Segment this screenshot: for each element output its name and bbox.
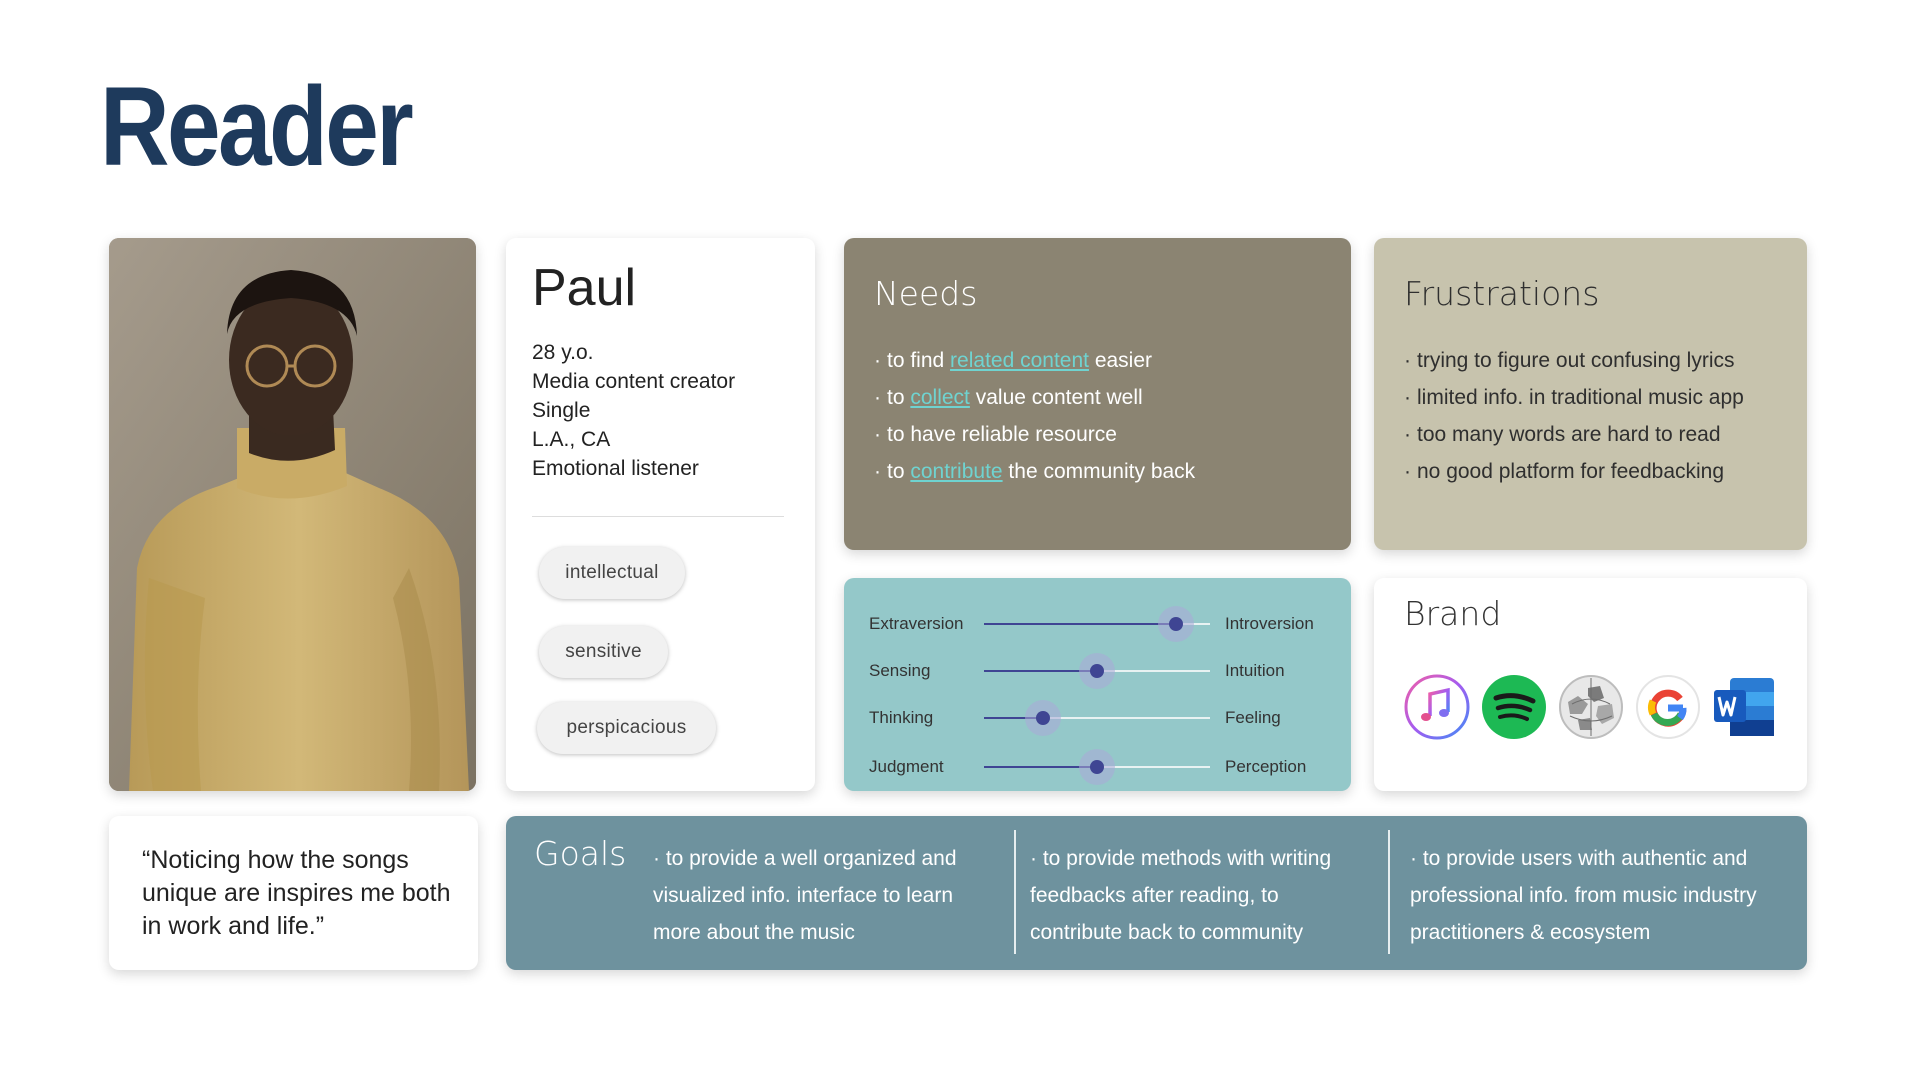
wikipedia-icon[interactable] <box>1558 674 1624 740</box>
trait-tag: sensitive <box>539 626 668 678</box>
trait-left-label: Thinking <box>869 708 934 727</box>
trait-right-label: Perception <box>1225 757 1307 776</box>
persona-photo <box>109 238 476 791</box>
profile-divider <box>532 516 784 517</box>
personality-row: Judgment Perception <box>844 749 1351 785</box>
needs-heading: Needs <box>874 274 978 313</box>
trait-right-label: Introversion <box>1225 614 1314 633</box>
quote-card: “Noticing how the songs unique are inspi… <box>109 816 478 970</box>
slider-fill <box>984 766 1097 768</box>
goals-heading: Goals <box>534 834 627 873</box>
needs-list: to find related content easier to collec… <box>874 342 1195 490</box>
goal-divider <box>1014 830 1016 954</box>
trait-left-label: Sensing <box>869 661 931 680</box>
trait-tag: intellectual <box>539 547 685 599</box>
personality-slider[interactable] <box>984 653 1210 689</box>
persona-illustration <box>109 238 476 791</box>
profile-card: Paul 28 y.o. Media content creator Singl… <box>506 238 815 791</box>
highlight-link[interactable]: related content <box>950 349 1089 372</box>
list-item: to collect value content well <box>874 379 1195 416</box>
slider-thumb[interactable] <box>1169 617 1184 631</box>
personality-slider[interactable] <box>984 749 1210 785</box>
trait-tag: perspicacious <box>537 702 716 754</box>
persona-occupation: Media content creator <box>532 370 736 393</box>
highlight-link[interactable]: contribute <box>910 460 1003 483</box>
personality-row: Extraversion Introversion <box>844 606 1351 642</box>
slider-thumb[interactable] <box>1090 760 1104 774</box>
personality-row: Thinking Feeling <box>844 700 1351 736</box>
persona-name: Paul <box>532 259 637 317</box>
itunes-icon[interactable] <box>1404 674 1470 740</box>
goals-card: Goals · to provide a well organized and … <box>506 816 1807 970</box>
trait-right-label: Intuition <box>1225 661 1285 680</box>
persona-status: Single <box>532 399 591 422</box>
persona-location: L.A., CA <box>532 428 611 451</box>
brand-heading: Brand <box>1404 594 1502 633</box>
brand-card: Brand <box>1374 578 1807 791</box>
frustrations-card: Frustrations trying to figure out confus… <box>1374 238 1807 550</box>
persona-details: 28 y.o. Media content creator Single L.A… <box>532 338 735 483</box>
page-title: Reader <box>100 64 414 189</box>
list-item: trying to figure out confusing lyrics <box>1404 342 1744 379</box>
frustrations-list: trying to figure out confusing lyrics li… <box>1404 342 1744 490</box>
persona-age: 28 y.o. <box>532 341 594 364</box>
list-item: limited info. in traditional music app <box>1404 379 1744 416</box>
list-item: to contribute the community back <box>874 453 1195 490</box>
personality-row: Sensing Intuition <box>844 653 1351 689</box>
personality-slider[interactable] <box>984 700 1210 736</box>
slider-fill <box>984 623 1177 625</box>
list-item: too many words are hard to read <box>1404 416 1744 453</box>
goal-item: · to provide methods with writing feedba… <box>1030 847 1332 944</box>
persona-quote: “Noticing how the songs unique are inspi… <box>142 846 451 940</box>
list-item: no good platform for feedbacking <box>1404 453 1744 490</box>
word-icon[interactable] <box>1712 674 1778 740</box>
personality-slider[interactable] <box>984 606 1210 642</box>
goal-item: · to provide a well organized and visual… <box>653 847 957 944</box>
highlight-link[interactable]: collect <box>910 386 970 409</box>
list-item: to find related content easier <box>874 342 1195 379</box>
personality-card: Extraversion Introversion Sensing Intuit… <box>844 578 1351 791</box>
trait-left-label: Judgment <box>869 757 944 776</box>
goal-divider <box>1388 830 1390 954</box>
list-item: to have reliable resource <box>874 416 1195 453</box>
persona-listener-type: Emotional listener <box>532 457 699 480</box>
goal-item: · to provide users with authentic and pr… <box>1410 847 1757 944</box>
needs-card: Needs to find related content easier to … <box>844 238 1351 550</box>
slider-thumb[interactable] <box>1090 664 1104 678</box>
google-icon[interactable] <box>1635 674 1701 740</box>
slider-fill <box>984 717 1043 719</box>
trait-left-label: Extraversion <box>869 614 964 633</box>
trait-right-label: Feeling <box>1225 708 1281 727</box>
spotify-icon[interactable] <box>1481 674 1547 740</box>
slider-fill <box>984 670 1097 672</box>
slider-thumb[interactable] <box>1035 711 1050 725</box>
frustrations-heading: Frustrations <box>1404 274 1600 313</box>
